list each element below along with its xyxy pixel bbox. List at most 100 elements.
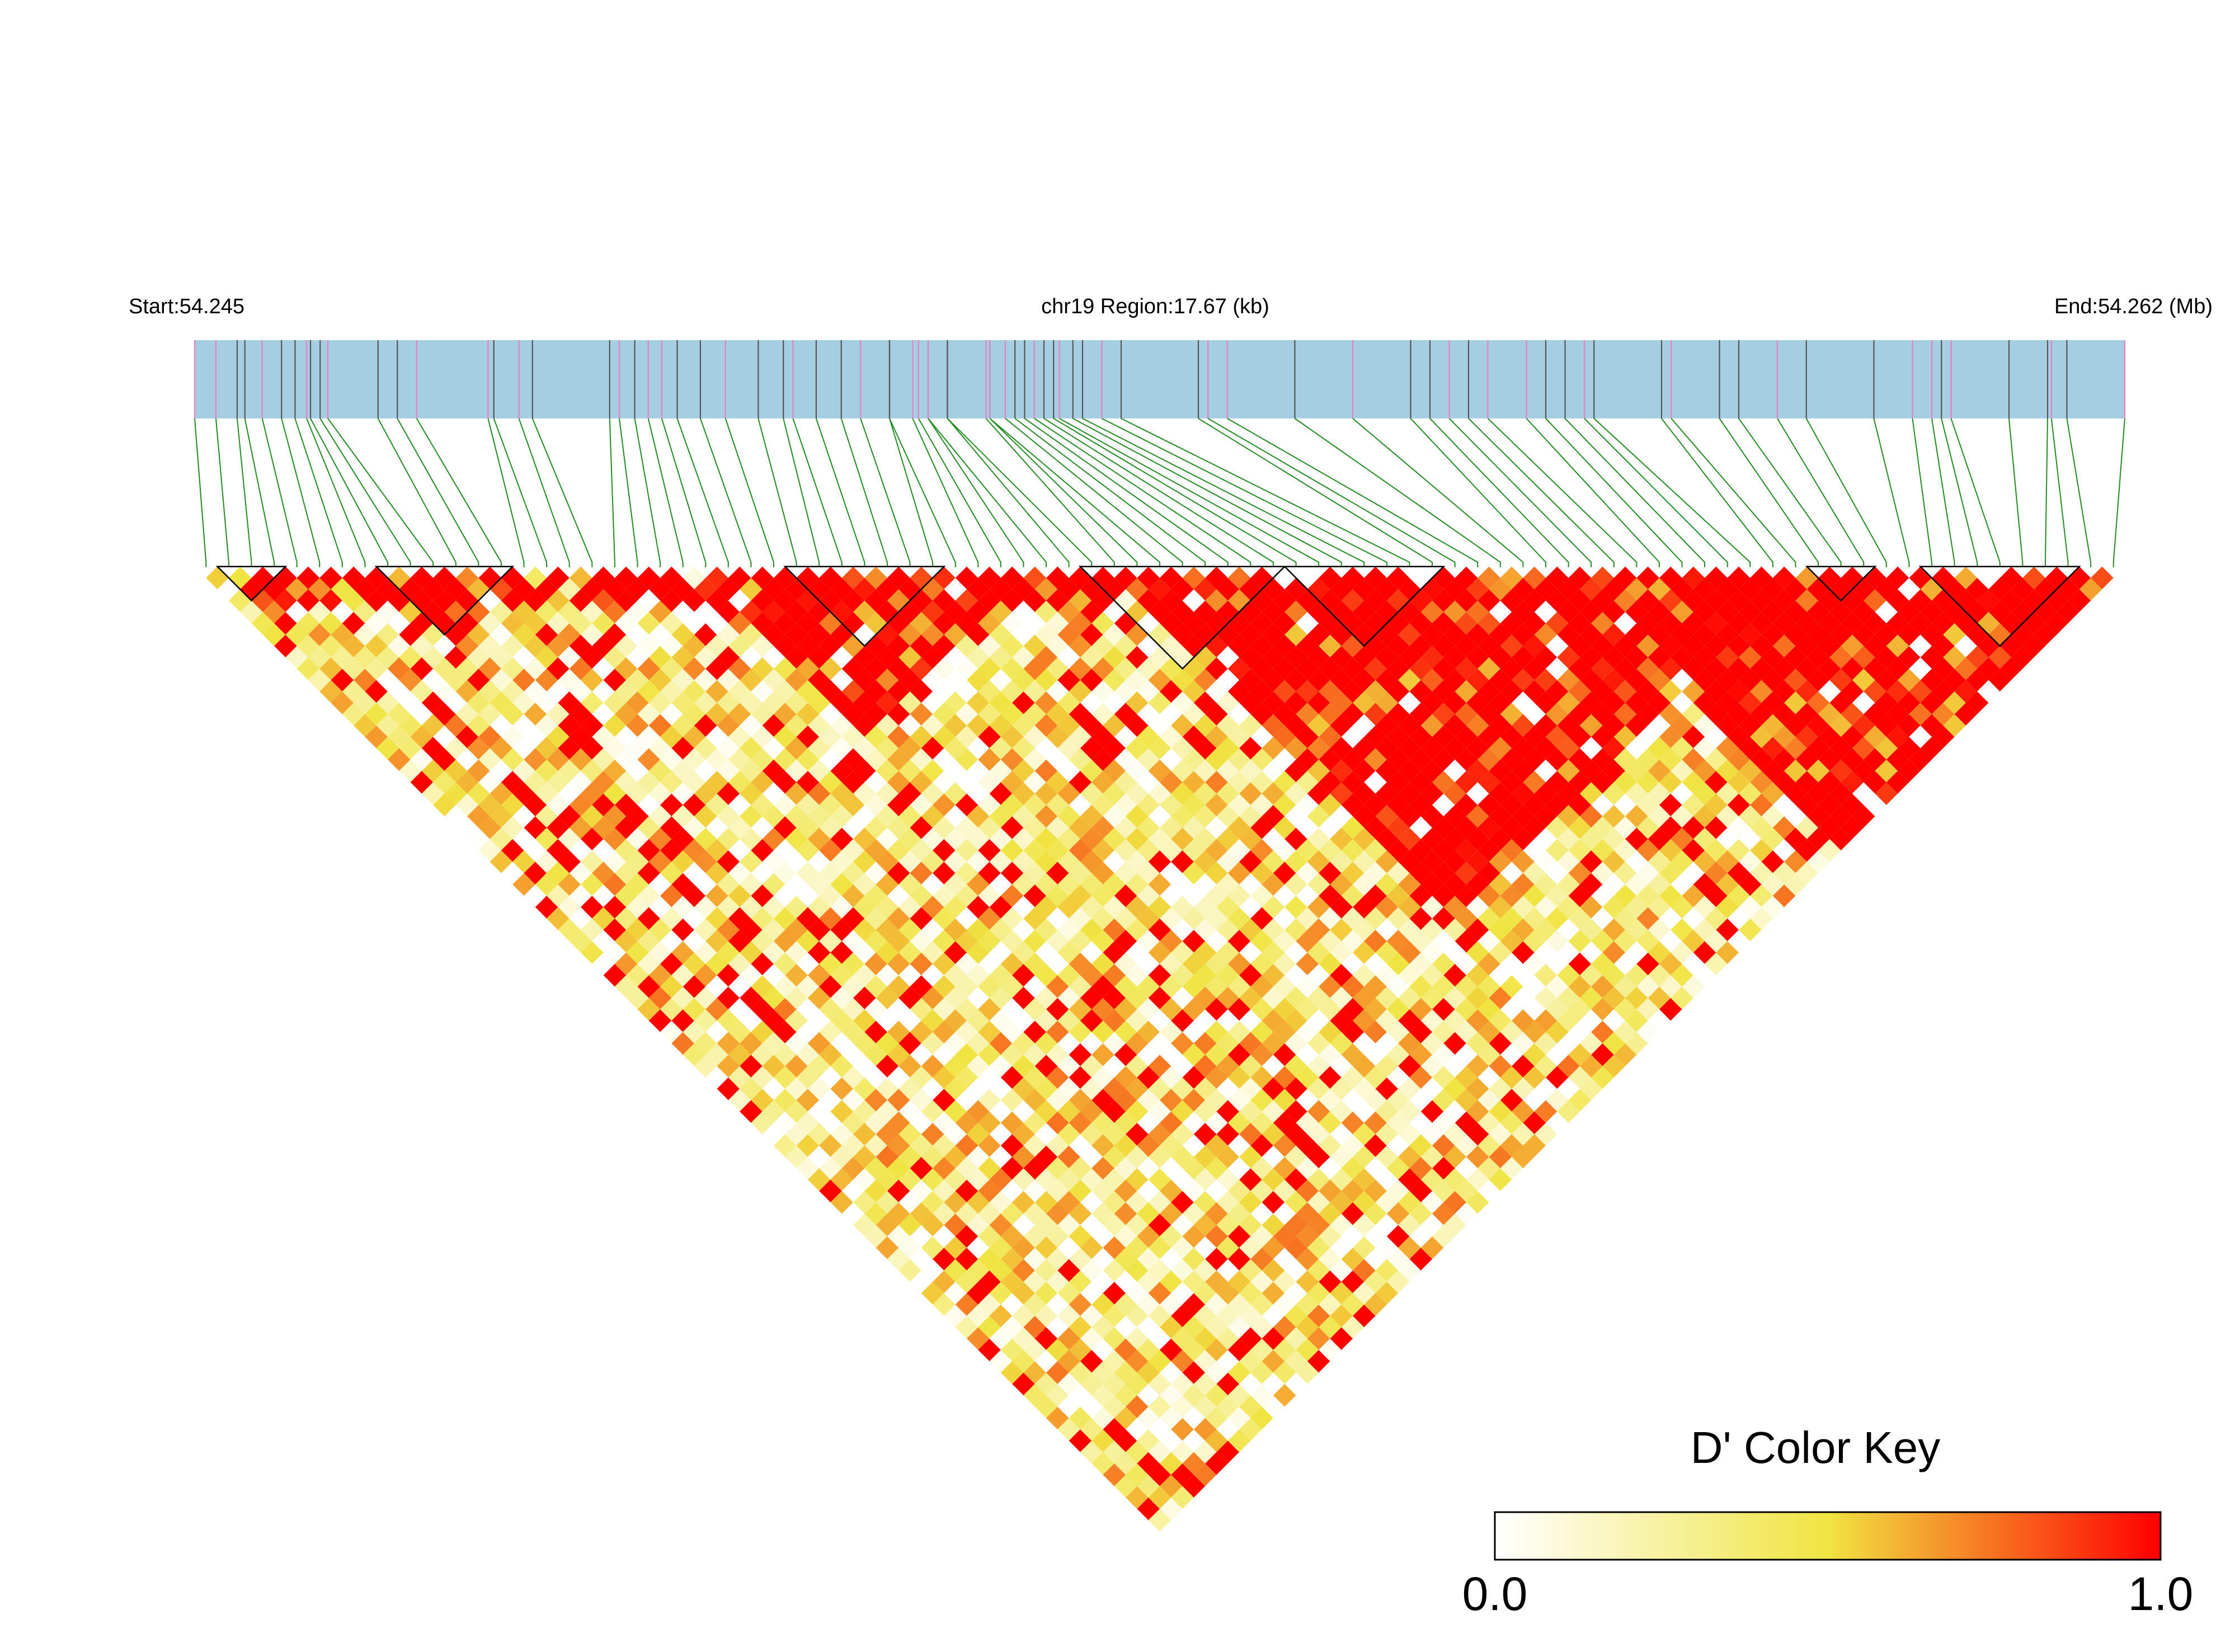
ld-cell <box>1341 952 1364 976</box>
ld-cell <box>501 725 524 749</box>
ld-cell <box>1330 1190 1353 1214</box>
ld-cell <box>1420 1077 1444 1100</box>
ld-cell <box>1080 827 1103 851</box>
snp-connector <box>928 418 1047 567</box>
ld-cell <box>1193 941 1217 964</box>
ld-cell <box>637 952 661 976</box>
ld-cell <box>1171 578 1194 601</box>
haplotype-block <box>1078 566 1287 670</box>
ld-cell <box>921 646 944 669</box>
ld-cell <box>1716 578 1739 601</box>
ld-cell <box>1693 827 1716 851</box>
ld-cell <box>1205 1383 1228 1407</box>
ld-cell <box>1671 896 1693 919</box>
ld-cell <box>1148 1372 1171 1396</box>
ld-cell <box>1307 850 1330 873</box>
ld-cell <box>1091 1338 1114 1362</box>
ld-cell <box>1193 1145 1217 1169</box>
ld-cell <box>921 1055 944 1077</box>
ld-cell <box>762 669 785 691</box>
ld-cell <box>1420 986 1444 1010</box>
ld-cell <box>1636 771 1659 794</box>
ld-cell <box>1795 839 1819 862</box>
ld-cell <box>637 566 661 590</box>
ld-cell <box>1977 680 2000 703</box>
ld-cell <box>569 634 592 658</box>
ld-cell <box>1012 1304 1035 1328</box>
ld-cell <box>1262 714 1285 737</box>
ld-cell <box>1478 997 1500 1021</box>
ld-cell <box>1398 1145 1421 1169</box>
ld-cell <box>1000 1111 1024 1135</box>
ld-cell <box>1852 623 1875 646</box>
ld-cell <box>978 1043 1001 1066</box>
haplotype-block <box>1283 566 1446 647</box>
ld-cell <box>1057 941 1080 964</box>
ld-cell <box>1613 884 1637 907</box>
ld-cell <box>614 907 638 930</box>
ld-cell <box>331 669 354 691</box>
ld-cell <box>1114 884 1137 907</box>
ld-cell <box>592 589 615 612</box>
ld-cell <box>1841 748 1864 771</box>
ld-cell <box>1648 600 1671 624</box>
ld-cell <box>1307 782 1330 805</box>
ld-cell <box>1284 1327 1307 1350</box>
ld-cell <box>978 862 1001 884</box>
ld-cell <box>978 975 1001 998</box>
ld-cell <box>1103 896 1126 919</box>
ld-cell <box>1375 873 1399 896</box>
ld-cell <box>1602 714 1626 737</box>
ld-cell <box>1330 804 1353 828</box>
ld-cell <box>262 600 286 624</box>
snp-connector <box>2112 418 2125 567</box>
ld-cell <box>921 964 944 987</box>
ld-cell <box>921 1190 944 1214</box>
ld-cell <box>1182 997 1206 1021</box>
ld-cell <box>1091 1248 1114 1270</box>
ld-cell <box>1091 1406 1114 1430</box>
ld-cell <box>1296 997 1319 1021</box>
ld-cell <box>1727 725 1751 749</box>
ld-cell <box>1307 827 1330 851</box>
ld-cell <box>762 1032 785 1055</box>
ld-cell <box>1262 1395 1285 1418</box>
ld-cell <box>751 589 774 612</box>
ld-cell <box>864 862 887 884</box>
ld-cell <box>1375 941 1399 964</box>
ld-cell <box>1057 1327 1080 1350</box>
ld-cell <box>1262 896 1285 919</box>
ld-cell <box>1216 782 1240 805</box>
ld-cell <box>1284 1350 1307 1373</box>
ld-cell <box>785 827 808 851</box>
ld-cell <box>1227 611 1251 635</box>
ld-cell <box>887 771 910 794</box>
ld-cell <box>376 691 399 714</box>
ld-cell <box>1193 873 1217 896</box>
ld-cell <box>1432 1179 1455 1203</box>
ld-cell <box>1239 1418 1262 1441</box>
ld-cell <box>1409 1089 1433 1112</box>
ld-cell <box>1806 669 1830 691</box>
ld-cell <box>1636 975 1659 998</box>
ld-cell <box>1613 907 1637 930</box>
ld-cell <box>1579 1055 1603 1077</box>
ld-cell <box>1841 611 1864 635</box>
ld-cell <box>671 600 694 624</box>
ld-cell <box>1772 703 1796 726</box>
ld-cell <box>921 1123 944 1146</box>
ld-cell <box>683 952 706 976</box>
ld-cell <box>1148 896 1171 919</box>
ld-cell <box>648 827 672 851</box>
ld-cell <box>1716 896 1739 919</box>
ld-cell <box>444 669 468 691</box>
ld-cell <box>1375 646 1399 669</box>
ld-cell <box>1716 941 1739 964</box>
ld-cell <box>1227 1429 1251 1452</box>
ld-cell <box>592 657 615 680</box>
ld-cell <box>819 1157 842 1180</box>
ld-cell <box>1682 657 1705 680</box>
ld-cell <box>1386 1225 1410 1248</box>
ld-cell <box>898 896 921 919</box>
